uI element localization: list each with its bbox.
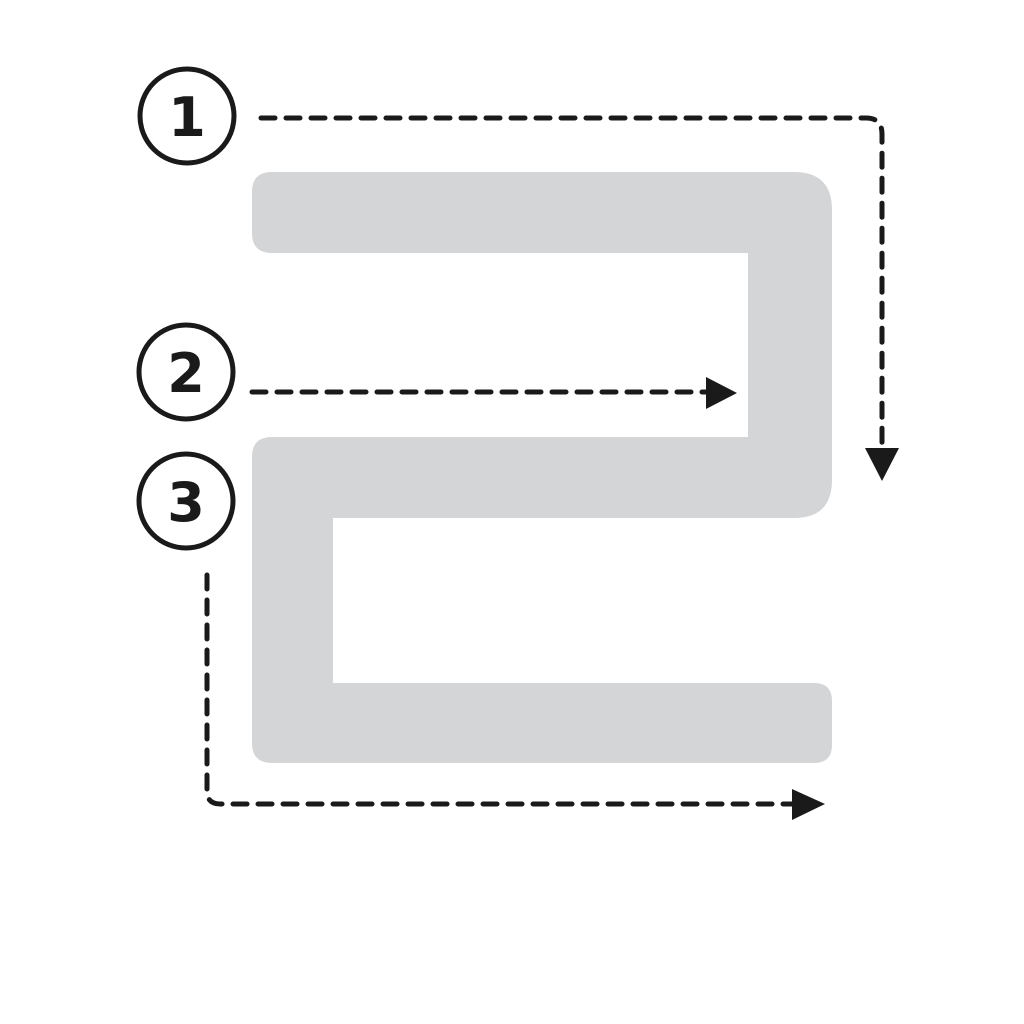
step-1-circle xyxy=(137,66,237,166)
step-1-arrowhead xyxy=(865,448,899,481)
step-3-arrowhead xyxy=(792,789,825,820)
step-1-number: 1 xyxy=(168,86,206,149)
step-2-circle xyxy=(136,322,236,422)
step-2-arrow-icon xyxy=(249,377,737,409)
step-3-dashed-path xyxy=(204,572,795,807)
step-3-arrow-icon xyxy=(204,572,825,820)
step-1-dashed-path xyxy=(258,115,885,451)
step-3-number: 3 xyxy=(167,471,205,534)
digit-two-glyph xyxy=(252,172,832,763)
step-1-arrow-icon xyxy=(258,115,899,481)
step-2-marker: 2 xyxy=(136,322,236,422)
step-3-marker: 3 xyxy=(136,451,236,551)
step-2-number: 2 xyxy=(167,342,205,405)
step-3-circle xyxy=(136,451,236,551)
step-2-arrowhead xyxy=(706,377,737,409)
step-1-marker: 1 xyxy=(137,66,237,166)
